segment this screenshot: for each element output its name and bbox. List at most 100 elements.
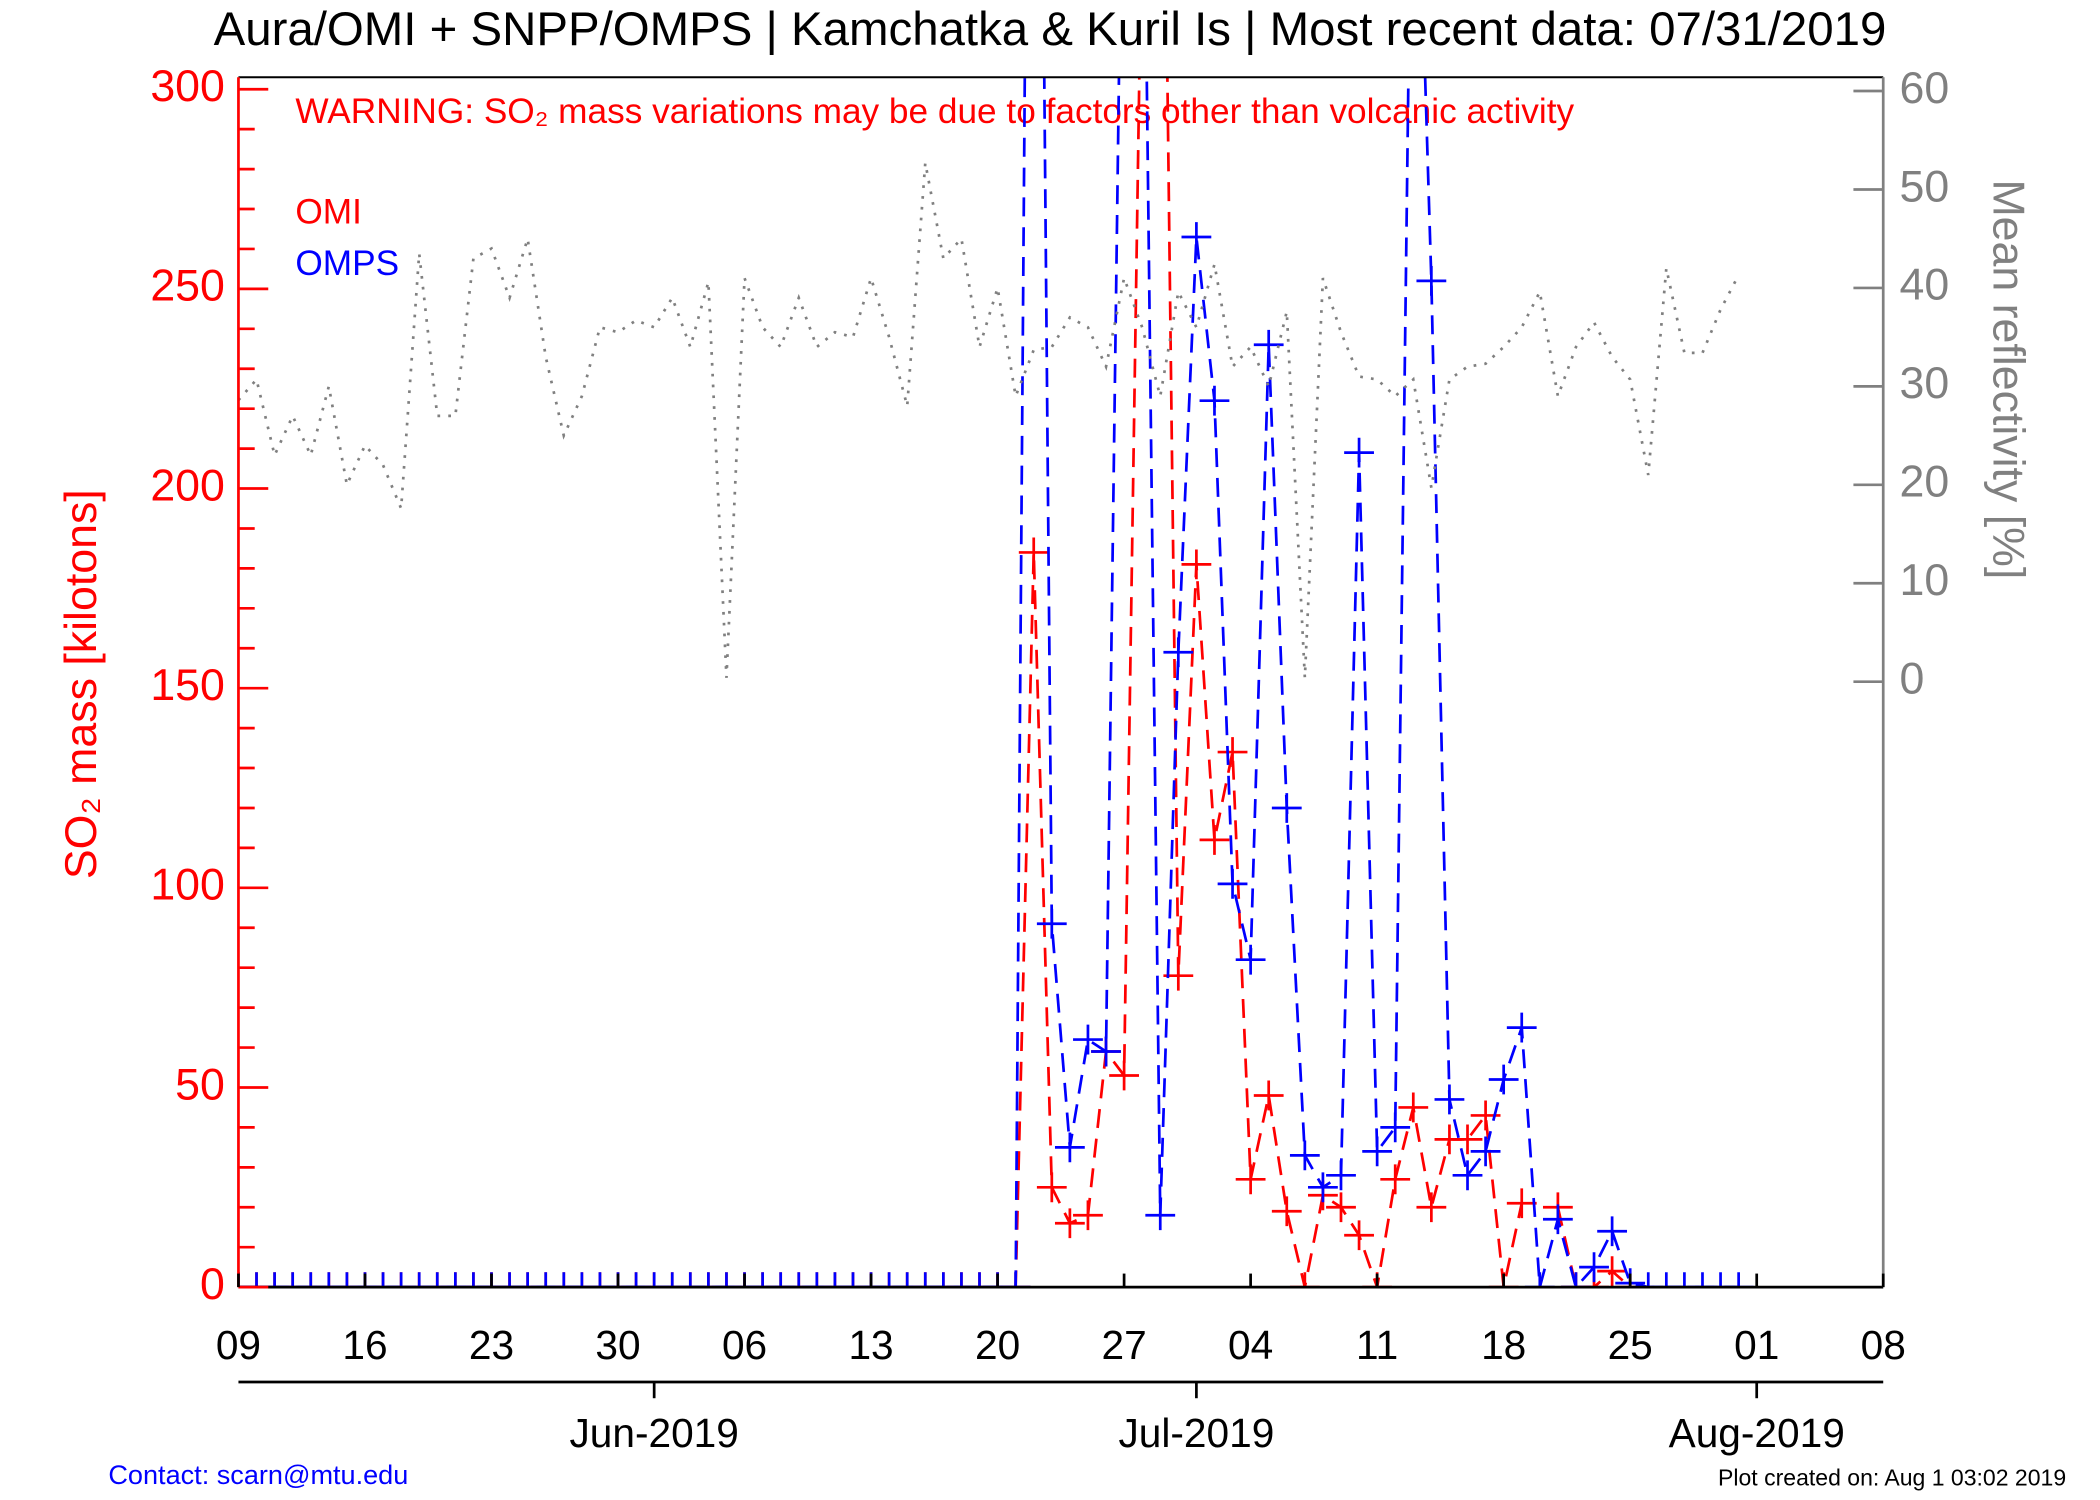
- series-line: [238, 162, 1740, 678]
- y-axis-label: SO₂ mass [kilotons]: [57, 489, 106, 879]
- legend-entry: OMI: [295, 192, 362, 231]
- point-marker: [241, 1272, 272, 1288]
- point-marker: [693, 1272, 724, 1288]
- point-marker: [1054, 1208, 1085, 1239]
- chart-title: Aura/OMI + SNPP/OMPS | Kamchatka & Kuril…: [214, 3, 1887, 56]
- point-marker: [801, 1272, 832, 1288]
- point-marker: [874, 1272, 905, 1288]
- y2-tick-label: 30: [1899, 359, 1949, 408]
- point-marker: [530, 1272, 561, 1288]
- point-marker: [1579, 1252, 1609, 1283]
- point-marker: [639, 1272, 670, 1288]
- point-marker: [1235, 944, 1266, 975]
- point-marker: [1326, 1192, 1356, 1223]
- point-marker: [1470, 1136, 1501, 1167]
- x-tick-label: 13: [848, 1322, 893, 1368]
- y2-tick-label: 20: [1899, 458, 1949, 507]
- series-line: [238, 77, 1739, 1288]
- point-marker: [1181, 549, 1212, 580]
- point-marker: [1687, 1272, 1718, 1288]
- annotation: WARNING: SO₂ mass variations may be due …: [295, 92, 1574, 131]
- point-marker: [1344, 1220, 1374, 1251]
- point-marker: [1506, 1188, 1537, 1219]
- y-tick-label: 100: [150, 861, 225, 910]
- point-marker: [548, 1272, 579, 1288]
- point-marker: [1561, 1272, 1591, 1288]
- y-tick-label: 300: [150, 62, 225, 111]
- point-marker: [838, 1272, 868, 1288]
- y-tick-label: 200: [150, 461, 225, 510]
- point-marker: [259, 1272, 290, 1288]
- series-line: [238, 77, 1632, 1288]
- point-marker: [1253, 1080, 1284, 1111]
- y-tick-label: 0: [200, 1260, 225, 1309]
- point-marker: [783, 1272, 814, 1288]
- point-marker: [1199, 825, 1230, 855]
- point-marker: [765, 1272, 796, 1288]
- point-marker: [1109, 1060, 1140, 1091]
- point-marker: [386, 1272, 417, 1288]
- point-marker: [1271, 793, 1302, 823]
- point-marker: [1289, 1140, 1320, 1171]
- point-marker: [1542, 1204, 1573, 1235]
- point-marker: [747, 1272, 778, 1288]
- point-marker: [820, 1272, 850, 1288]
- point-marker: [675, 1272, 706, 1288]
- point-marker: [1597, 1256, 1628, 1287]
- created-note: Plot created on: Aug 1 03:02 2019: [1718, 1465, 2066, 1491]
- point-marker: [1235, 1164, 1266, 1195]
- x-tick-label: 30: [595, 1322, 640, 1368]
- point-marker: [1073, 1024, 1103, 1055]
- point-marker: [512, 1272, 543, 1288]
- point-marker: [1452, 1124, 1483, 1155]
- point-marker: [964, 1272, 995, 1288]
- y-tick-label: 150: [150, 661, 225, 710]
- point-marker: [1036, 1172, 1067, 1203]
- point-marker: [1344, 437, 1374, 468]
- point-marker: [313, 1272, 344, 1288]
- point-marker: [1669, 1272, 1700, 1288]
- point-marker: [1145, 1200, 1176, 1231]
- contact: Contact: scarn@mtu.edu: [108, 1459, 408, 1490]
- point-marker: [1488, 1064, 1519, 1095]
- x-tick-label: 01: [1734, 1322, 1779, 1368]
- point-marker: [928, 1272, 959, 1288]
- point-marker: [1506, 1012, 1537, 1043]
- month-tick-label: Aug-2019: [1669, 1410, 1845, 1456]
- point-marker: [1416, 265, 1447, 296]
- point-marker: [1380, 1112, 1411, 1143]
- x-tick-label: 06: [722, 1322, 767, 1368]
- point-marker: [277, 1272, 308, 1288]
- y2-tick-label: 0: [1899, 655, 1924, 704]
- point-marker: [1217, 737, 1248, 767]
- point-marker: [1651, 1272, 1682, 1288]
- point-marker: [892, 1272, 923, 1288]
- point-marker: [1054, 1132, 1085, 1163]
- point-marker: [458, 1272, 489, 1288]
- point-marker: [621, 1272, 651, 1288]
- point-marker: [1398, 1092, 1429, 1123]
- point-marker: [1253, 329, 1284, 360]
- point-marker: [1434, 1084, 1465, 1115]
- point-marker: [295, 1272, 326, 1288]
- point-marker: [1000, 1272, 1031, 1288]
- point-marker: [1271, 1196, 1302, 1227]
- y2-tick-label: 50: [1899, 162, 1949, 211]
- point-marker: [1091, 1036, 1121, 1067]
- point-marker: [494, 1272, 525, 1288]
- point-marker: [1018, 537, 1049, 568]
- point-marker: [711, 1272, 742, 1288]
- point-marker: [657, 1272, 688, 1288]
- x-tick-label: 08: [1861, 1322, 1906, 1368]
- y-tick-label: 250: [150, 262, 225, 311]
- x-tick-label: 20: [975, 1322, 1020, 1368]
- x-tick-label: 11: [1356, 1322, 1398, 1368]
- point-marker: [1217, 868, 1248, 899]
- x-tick-label: 04: [1228, 1322, 1273, 1368]
- point-marker: [1362, 1136, 1393, 1167]
- point-marker: [1308, 1172, 1338, 1203]
- point-marker: [368, 1272, 398, 1288]
- point-marker: [1289, 1272, 1320, 1288]
- point-marker: [1073, 1200, 1103, 1231]
